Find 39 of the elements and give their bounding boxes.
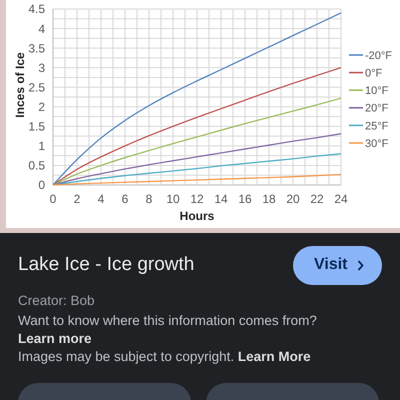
line-series [52,12,342,186]
legend-label: 10°F [365,85,389,98]
legend-label: 0°F [365,67,383,80]
text: Creator: Bob [18,293,95,308]
legend-label: 30°F [365,138,389,150]
x-tick-label: 8 [146,192,153,206]
x-tick-label: 4 [98,192,105,206]
legend-label: -20°F [365,50,392,62]
text: Lake Ice - Ice growth [18,254,194,276]
x-tick-label: 10 [166,192,180,206]
x-tick-label: 12 [190,192,204,206]
x-tick-label: 6 [122,192,129,206]
x-tick-label: 18 [262,192,276,206]
legend-label: 20°F [365,102,389,115]
legend-label: 25°F [365,120,389,132]
text: Learn More [238,349,311,364]
text: Images may be subject to copyright. [18,349,234,364]
x-tick-label: 20 [286,192,300,206]
x-tick-label: 0 [50,192,57,206]
y-tick-label: 3.5 [28,41,46,56]
x-tick-label: 22 [310,192,324,206]
button: Visit [293,246,382,285]
y-tick-label: 1 [38,139,46,154]
y-axis-title: Inces of Ice [13,52,27,118]
text: Learn more [18,330,92,348]
y-tick-label: 0 [38,178,46,192]
x-tick-label: 16 [238,192,252,206]
y-tick-label: 1.5 [28,120,46,134]
y-tick-label: 2.5 [28,80,46,94]
x-tick-label: 14 [214,192,228,206]
y-tick-label: 0.5 [28,158,46,173]
x-tick-label: 2 [74,192,81,206]
y-tick-label: 3 [38,60,46,75]
y-tick-label: 4.5 [28,2,46,16]
x-tick-label: 24 [334,192,348,206]
y-tick-label: 4 [38,22,46,36]
y-tick-label: 2 [38,100,46,114]
text: Want to know where this information comes from? [18,313,317,328]
x-axis-title: Hours [180,209,215,223]
